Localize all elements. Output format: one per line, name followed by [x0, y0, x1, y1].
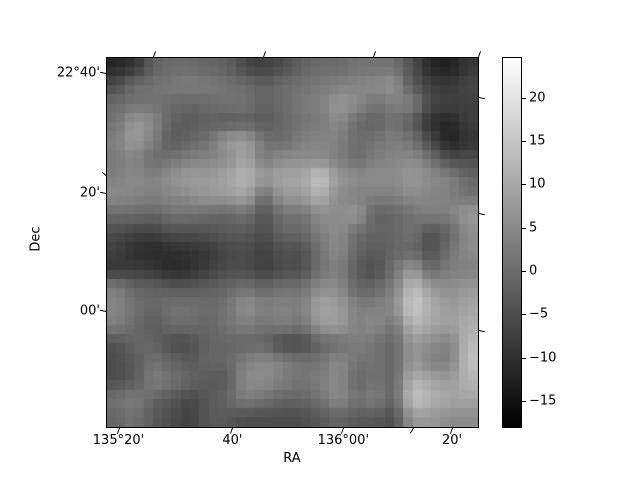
- y-right-tick-mark: [478, 330, 485, 333]
- colorbar-tick-mark: [522, 227, 526, 229]
- colorbar-tick-label: −5: [529, 306, 549, 322]
- y-tick-mark: [100, 309, 107, 313]
- colorbar-tick-label: 20: [529, 90, 546, 106]
- colorbar-tick-mark: [522, 141, 526, 143]
- colorbar-tick-mark: [522, 97, 526, 99]
- y-axis-title: Dec: [28, 226, 44, 252]
- colorbar-tick-mark: [522, 184, 526, 186]
- x-tick-label: 40': [222, 433, 243, 448]
- colorbar-tick-label: 15: [529, 133, 546, 149]
- colorbar-tick-label: −15: [529, 393, 557, 409]
- x-top-tick-mark: [478, 51, 482, 58]
- colorbar: [502, 57, 522, 428]
- y-tick-label: 20': [79, 185, 100, 201]
- colorbar-tick-label: 5: [529, 220, 538, 236]
- x-tick-label: 136°00': [317, 433, 370, 448]
- heatmap-image: [107, 58, 478, 427]
- x-axis-title: RA: [283, 451, 301, 466]
- colorbar-tick-mark: [522, 314, 526, 316]
- colorbar-tick-label: −10: [529, 350, 557, 366]
- colorbar-tick-label: 0: [529, 263, 538, 279]
- plot-border: [106, 57, 479, 428]
- colorbar-tick-mark: [522, 401, 526, 402]
- colorbar-tick-mark: [522, 357, 526, 359]
- colorbar-tick-mark: [522, 271, 526, 273]
- x-minor-tick-mark: [409, 427, 414, 434]
- colorbar-tick-label: 10: [529, 176, 546, 192]
- y-right-tick-mark: [478, 97, 485, 100]
- y-tick-label: 00': [79, 303, 100, 319]
- x-tick-label: 20': [441, 433, 463, 448]
- x-tick-label: 135°20': [92, 433, 145, 448]
- y-right-tick-mark: [478, 213, 485, 216]
- y-tick-label: 22°40': [56, 65, 100, 81]
